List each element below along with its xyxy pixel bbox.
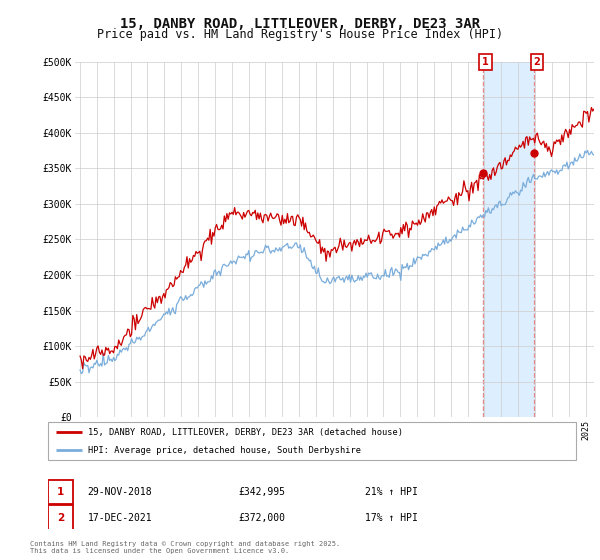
FancyBboxPatch shape — [48, 505, 73, 530]
Text: Contains HM Land Registry data © Crown copyright and database right 2025.
This d: Contains HM Land Registry data © Crown c… — [30, 542, 340, 554]
FancyBboxPatch shape — [48, 422, 576, 460]
Text: 17-DEC-2021: 17-DEC-2021 — [88, 512, 152, 522]
Text: £342,995: £342,995 — [238, 487, 285, 497]
Text: 1: 1 — [482, 57, 489, 67]
Text: HPI: Average price, detached house, South Derbyshire: HPI: Average price, detached house, Sout… — [88, 446, 361, 455]
Text: 2: 2 — [57, 512, 64, 522]
Text: 2: 2 — [533, 57, 540, 67]
Text: £372,000: £372,000 — [238, 512, 285, 522]
Bar — [483, 62, 535, 417]
Text: 17% ↑ HPI: 17% ↑ HPI — [365, 512, 418, 522]
Text: 15, DANBY ROAD, LITTLEOVER, DERBY, DE23 3AR: 15, DANBY ROAD, LITTLEOVER, DERBY, DE23 … — [120, 17, 480, 31]
Text: 29-NOV-2018: 29-NOV-2018 — [88, 487, 152, 497]
Text: 15, DANBY ROAD, LITTLEOVER, DERBY, DE23 3AR (detached house): 15, DANBY ROAD, LITTLEOVER, DERBY, DE23 … — [88, 428, 403, 437]
Text: Price paid vs. HM Land Registry's House Price Index (HPI): Price paid vs. HM Land Registry's House … — [97, 28, 503, 41]
Text: 21% ↑ HPI: 21% ↑ HPI — [365, 487, 418, 497]
Text: 1: 1 — [57, 487, 64, 497]
FancyBboxPatch shape — [48, 479, 73, 504]
